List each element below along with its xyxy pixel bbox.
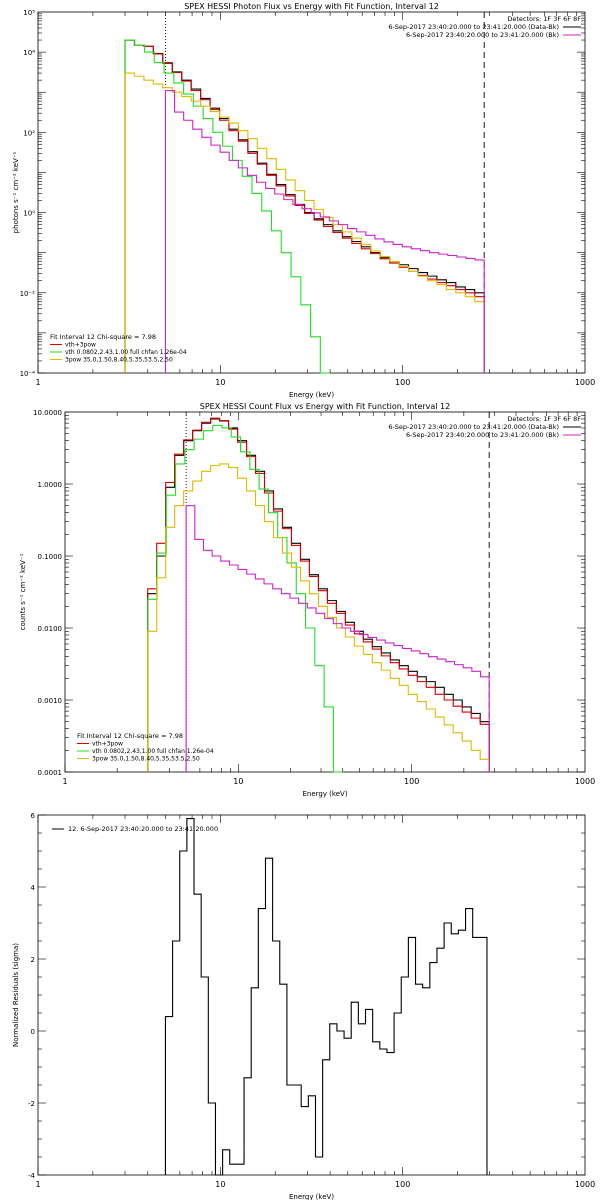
x-tick-label: 1 xyxy=(62,777,67,786)
x-tick-label: 10 xyxy=(215,378,225,387)
x-tick-label: 1 xyxy=(35,378,40,387)
legend-entry: 3pow 35.0,1.50,8.40,5.35,53.5,2.50 xyxy=(65,357,173,364)
series-vth-3pow xyxy=(124,39,485,373)
y-tick-label: 10⁴ xyxy=(23,49,35,57)
y-tick-label: 4 xyxy=(31,884,36,892)
x-axis-label: Energy (keV) xyxy=(289,391,334,399)
y-tick-label: 1.0000 xyxy=(38,481,63,489)
residual-interval-label: 12. 6-Sep-2017 23:40:20.000 to 23:41:20.… xyxy=(68,825,218,833)
y-tick-label: 0 xyxy=(31,1028,35,1036)
x-axis-label: Energy (keV) xyxy=(302,790,347,798)
y-tick-label: 10⁰ xyxy=(23,210,35,218)
plot-resid xyxy=(37,814,586,1176)
data-interval-label: 6-Sep-2017 23:40:20.000 to 23:41:20.000 … xyxy=(388,423,559,431)
detectors-label: Detectors: 1F 3F 6F 8F xyxy=(507,15,581,23)
x-tick-label: 1 xyxy=(35,1180,40,1189)
fit-summary: Fit Interval 12 Chi-square = 7.98 xyxy=(77,732,183,740)
x-tick-label: 100 xyxy=(404,777,419,786)
y-tick-label: -4 xyxy=(28,1172,36,1180)
legend-entry: 3pow 35.0,1.50,8.40,5.35,53.5,2.50 xyxy=(92,756,200,763)
series-vth-3pow xyxy=(147,417,490,772)
y-tick-label: 2 xyxy=(31,956,35,964)
detectors-label: Detectors: 1F 3F 6F 8F xyxy=(507,415,581,423)
series-bk xyxy=(185,505,490,772)
data-interval-label: 6-Sep-2017 23:40:20.000 to 23:41:20.000 … xyxy=(388,23,559,31)
legend-entry: vth+3pow xyxy=(65,342,96,349)
y-axis-label: Normalized Residuals (sigma) xyxy=(12,943,20,1047)
y-tick-label: 10⁻² xyxy=(20,290,36,298)
y-axis-label: counts s⁻¹ cm⁻² keV⁻¹ xyxy=(19,553,27,630)
y-tick-label: 10.0000 xyxy=(33,409,62,417)
x-tick-label: 1000 xyxy=(575,1180,595,1189)
x-tick-label: 1000 xyxy=(575,378,595,387)
series-residuals xyxy=(164,818,488,1176)
x-axis-label: Energy (keV) xyxy=(289,1193,334,1200)
x-tick-label: 1000 xyxy=(575,777,595,786)
x-tick-label: 100 xyxy=(395,378,410,387)
legend-entry: vth 0.0802,2.43,1.00 full chfan 1.26e-04 xyxy=(92,748,214,755)
y-tick-label: 6 xyxy=(31,812,36,820)
series-3pow xyxy=(124,72,485,373)
y-tick-label: 0.0100 xyxy=(38,625,63,633)
x-tick-label: 10 xyxy=(215,1180,225,1189)
bk-interval-label: 6-Sep-2017 23:40:20.000 to 23:41:20.000 … xyxy=(406,31,559,39)
series-vth xyxy=(124,39,331,374)
y-axis-label: photons s⁻¹ cm⁻² keV⁻¹ xyxy=(12,151,20,233)
y-tick-label: 0.0001 xyxy=(38,769,63,777)
series-vth xyxy=(147,424,343,773)
series-3pow xyxy=(147,463,490,772)
legend-entry: vth+3pow xyxy=(92,741,123,748)
fit-summary: Fit Interval 12 Chi-square = 7.98 xyxy=(50,333,156,341)
plot-frame xyxy=(64,411,586,773)
y-tick-label: 10⁵ xyxy=(23,9,35,17)
plot-photon xyxy=(37,11,586,374)
chart-title: SPEX HESSI Count Flux vs Energy with Fit… xyxy=(200,402,451,411)
chart-title: SPEX HESSI Photon Flux vs Energy with Fi… xyxy=(184,2,439,11)
legend-entry: vth 0.0802,2.43,1.00 full chfan 1.26e-04 xyxy=(65,349,187,356)
plot-frame xyxy=(37,11,586,374)
series-bk xyxy=(164,90,485,373)
plot-frame xyxy=(37,814,586,1176)
plot-count xyxy=(64,411,586,773)
bk-interval-label: 6-Sep-2017 23:40:20.000 to 23:41:20.000 … xyxy=(406,431,559,439)
y-tick-label: 10² xyxy=(23,129,35,137)
y-tick-label: 0.1000 xyxy=(38,553,63,561)
x-tick-label: 100 xyxy=(395,1180,410,1189)
y-tick-label: -2 xyxy=(28,1100,35,1108)
y-tick-label: 0.0010 xyxy=(38,697,63,705)
x-tick-label: 10 xyxy=(233,777,243,786)
y-tick-label: 10⁻⁴ xyxy=(20,370,36,378)
